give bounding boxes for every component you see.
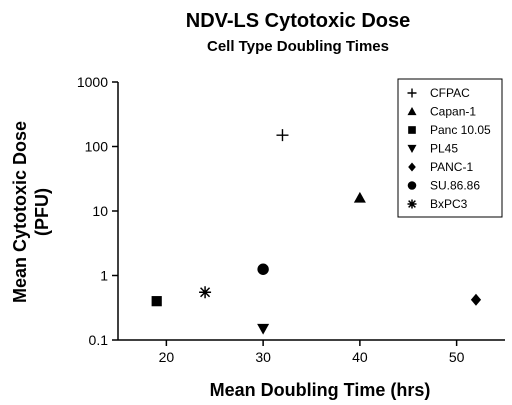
- legend-marker-triangle-down: [407, 144, 417, 153]
- y-tick-label: 1: [100, 268, 108, 284]
- axes: 0.1 1 10 100 1000 20 30 40 50: [77, 74, 505, 365]
- legend-label: PANC-1: [430, 160, 473, 174]
- legend-marker-asterisk: [407, 199, 417, 209]
- x-tick-label: 30: [255, 349, 271, 365]
- legend-item: Capan-1: [407, 105, 476, 119]
- legend-item: PANC-1: [408, 160, 473, 174]
- data-point-triangle-up: [353, 191, 366, 203]
- data-point-circle: [257, 263, 269, 275]
- legend-label: Panc 10.05: [430, 123, 491, 137]
- legend-box: [397, 78, 503, 218]
- chart-title: NDV-LS Cytotoxic Dose: [186, 10, 410, 32]
- legend-item: Panc 10.05: [408, 123, 491, 137]
- chart-subtitle: Cell Type Doubling Times: [207, 38, 389, 55]
- legend-marker-square: [408, 126, 416, 134]
- data-point-plus: [276, 129, 289, 142]
- y-tick-label: 10: [92, 203, 108, 219]
- legend-label: PL45: [430, 142, 458, 156]
- legend-label: SU.86.86: [430, 179, 480, 193]
- x-tick-label: 20: [159, 349, 175, 365]
- legend-item: PL45: [407, 142, 458, 156]
- y-tick-label: 0.1: [89, 332, 109, 348]
- data-point-diamond: [470, 293, 482, 306]
- y-axis-label-line2: (PFU): [32, 188, 52, 236]
- legend-marker-circle: [407, 181, 417, 190]
- legend-marker-triangle-up: [407, 107, 417, 116]
- y-tick-label: 1000: [77, 74, 108, 90]
- legend-item: SU.86.86: [407, 179, 480, 193]
- x-axis-label: Mean Doubling Time (hrs): [210, 380, 431, 400]
- data-point-asterisk: [199, 286, 212, 299]
- legend-item: BxPC3: [407, 197, 468, 211]
- data-point-triangle-down: [257, 323, 270, 335]
- legend-label: BxPC3: [430, 197, 468, 211]
- data-point-square: [151, 296, 162, 307]
- legend: CFPAC Capan-1 Panc 10.05 PL45 PANC-1 SU.86.86…: [397, 78, 503, 218]
- x-tick-label: 40: [352, 349, 368, 365]
- legend-marker-diamond: [408, 162, 416, 172]
- data-points: [151, 129, 482, 335]
- legend-label: Capan-1: [430, 105, 476, 119]
- legend-label: CFPAC: [430, 86, 470, 100]
- x-tick-label: 50: [449, 349, 465, 365]
- legend-marker-plus: [407, 88, 417, 98]
- y-axis-label: Mean Cytotoxic Dose (PFU): [10, 121, 52, 303]
- y-axis-label-line1: Mean Cytotoxic Dose: [10, 121, 30, 303]
- legend-item: CFPAC: [407, 86, 470, 100]
- y-tick-label: 100: [85, 139, 109, 155]
